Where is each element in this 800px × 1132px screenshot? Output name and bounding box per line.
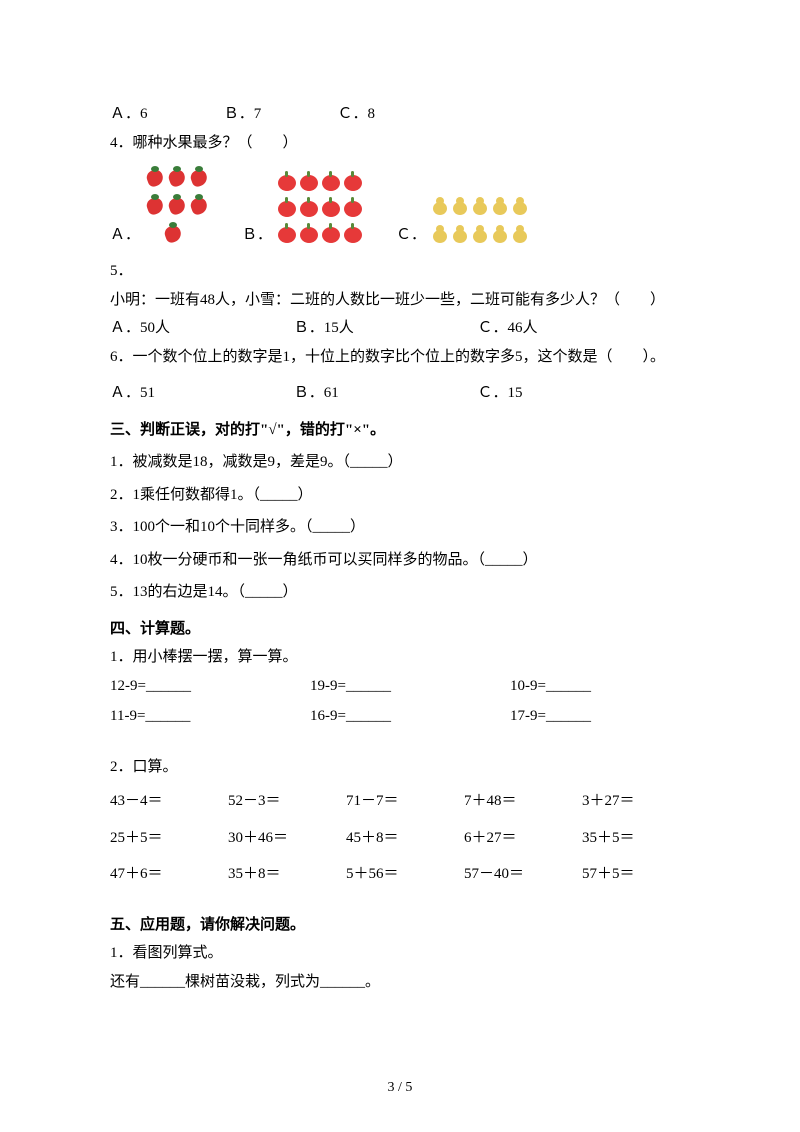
q4-opt-a-label: Ａ． (110, 221, 140, 250)
calc-item: 11-9=______ (110, 702, 290, 731)
q4-opt-b-group: Ｂ． (242, 171, 364, 249)
calc-item: 57＋5＝ (582, 860, 690, 889)
q3-opt-c: Ｃ．8 (338, 100, 376, 129)
q5-options: Ａ．50人 Ｂ．15人 Ｃ．46人 (110, 314, 690, 343)
calc-item: 19-9=______ (310, 672, 490, 701)
calc-item: 45＋8＝ (346, 824, 454, 853)
q6-options: Ａ．51 Ｂ．61 Ｃ．15 (110, 379, 690, 408)
calc-item: 5＋56＝ (346, 860, 454, 889)
calc-item: 7＋48＝ (464, 787, 572, 816)
q4-fruit-options: Ａ． Ｂ． Ｃ． (110, 165, 690, 249)
q4-opt-c-group: Ｃ． (396, 193, 530, 249)
section4-title: 四、计算题。 (110, 615, 690, 644)
s4-q1-text: 1．用小棒摆一摆，算一算。 (110, 643, 690, 672)
calc-item: 17-9=______ (510, 702, 690, 731)
calc-item: 52－3＝ (228, 787, 336, 816)
q3-opt-b: Ｂ．7 (224, 100, 334, 129)
calc-item: 25＋5＝ (110, 824, 218, 853)
s4-q2-grid: 43－4＝ 52－3＝ 71－7＝ 7＋48＝ 3＋27＝ 25＋5＝ 30＋4… (110, 787, 690, 889)
q5-opt-a: Ａ．50人 (110, 314, 290, 343)
apples-icon (276, 171, 364, 249)
s3-item4: 4．10枚一分硬币和一张一角纸币可以买同样多的物品。（_____） (110, 546, 690, 575)
calc-item: 35＋8＝ (228, 860, 336, 889)
calc-item: 57－40＝ (464, 860, 572, 889)
q5-opt-b: Ｂ．15人 (294, 314, 474, 343)
q5-num: 5． (110, 257, 690, 286)
s5-q1-line2: 还有______棵树苗没栽，列式为______。 (110, 968, 690, 997)
q6-opt-c: Ｃ．15 (478, 379, 523, 408)
s3-item5: 5．13的右边是14。（_____） (110, 578, 690, 607)
s3-item2: 2．1乘任何数都得1。（_____） (110, 481, 690, 510)
q4-opt-c-label: Ｃ． (396, 221, 426, 250)
calc-item: 16-9=______ (310, 702, 490, 731)
calc-item: 3＋27＝ (582, 787, 690, 816)
calc-item: 71－7＝ (346, 787, 454, 816)
calc-item: 10-9=______ (510, 672, 690, 701)
q3-opt-a: Ａ．6 (110, 100, 220, 129)
s5-q1-text: 1．看图列算式。 (110, 939, 690, 968)
q5-opt-c: Ｃ．46人 (478, 314, 538, 343)
s3-item1: 1．被减数是18，减数是9，差是9。（_____） (110, 448, 690, 477)
pears-icon (430, 193, 530, 249)
q6-opt-a: Ａ．51 (110, 379, 290, 408)
calc-item: 6＋27＝ (464, 824, 572, 853)
strawberries-icon (144, 165, 210, 249)
section3-title: 三、判断正误，对的打"√"，错的打"×"。 (110, 416, 690, 445)
q3-options: Ａ．6 Ｂ．7 Ｃ．8 (110, 100, 690, 129)
q4-text: 4．哪种水果最多？（ ） (110, 129, 690, 158)
calc-item: 47＋6＝ (110, 860, 218, 889)
calc-item: 30＋46＝ (228, 824, 336, 853)
calc-item: 43－4＝ (110, 787, 218, 816)
calc-item: 12-9=______ (110, 672, 290, 701)
q5-text: 小明：一班有48人，小雪：二班的人数比一班少一些，二班可能有多少人？（ ） (110, 286, 690, 315)
page-footer: 3 / 5 (0, 1075, 800, 1102)
calc-item: 35＋5＝ (582, 824, 690, 853)
s4-q1-grid: 12-9=______ 19-9=______ 10-9=______ 11-9… (110, 672, 690, 731)
q6-text: 6．一个数个位上的数字是1，十位上的数字比个位上的数字多5，这个数是（ ）。 (110, 343, 690, 372)
q6-opt-b: Ｂ．61 (294, 379, 474, 408)
q4-opt-a-group: Ａ． (110, 165, 210, 249)
q4-opt-b-label: Ｂ． (242, 221, 272, 250)
section5-title: 五、应用题，请你解决问题。 (110, 911, 690, 940)
s4-q2-text: 2．口算。 (110, 753, 690, 782)
s3-item3: 3．100个一和10个十同样多。（_____） (110, 513, 690, 542)
